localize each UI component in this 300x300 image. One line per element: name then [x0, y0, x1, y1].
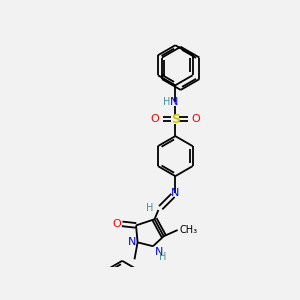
Text: H: H — [146, 203, 153, 214]
Text: N: N — [128, 237, 136, 248]
Text: O: O — [150, 114, 159, 124]
Text: N: N — [170, 97, 179, 107]
Text: CH₃: CH₃ — [179, 225, 197, 235]
Text: O: O — [191, 114, 200, 124]
Text: O: O — [113, 219, 122, 229]
Text: S: S — [171, 113, 180, 126]
Text: H: H — [163, 97, 171, 107]
Text: N: N — [154, 247, 163, 257]
Text: N: N — [171, 188, 179, 198]
Text: H: H — [159, 252, 166, 262]
